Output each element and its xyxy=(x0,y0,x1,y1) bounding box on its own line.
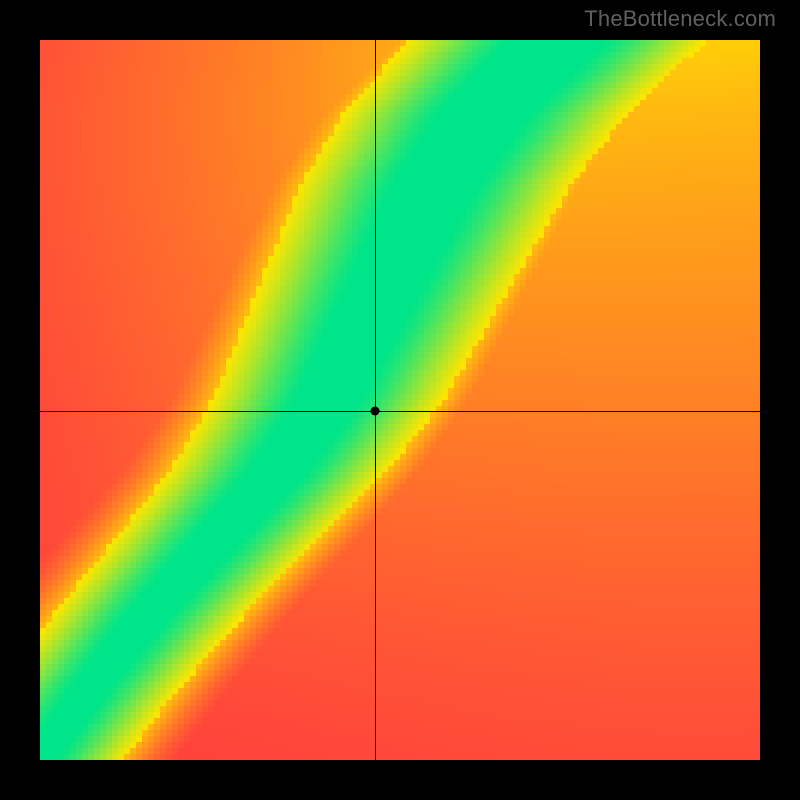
bottleneck-heatmap xyxy=(40,40,760,760)
watermark-text: TheBottleneck.com xyxy=(584,6,776,32)
chart-frame: TheBottleneck.com xyxy=(0,0,800,800)
plot-area xyxy=(40,40,760,760)
